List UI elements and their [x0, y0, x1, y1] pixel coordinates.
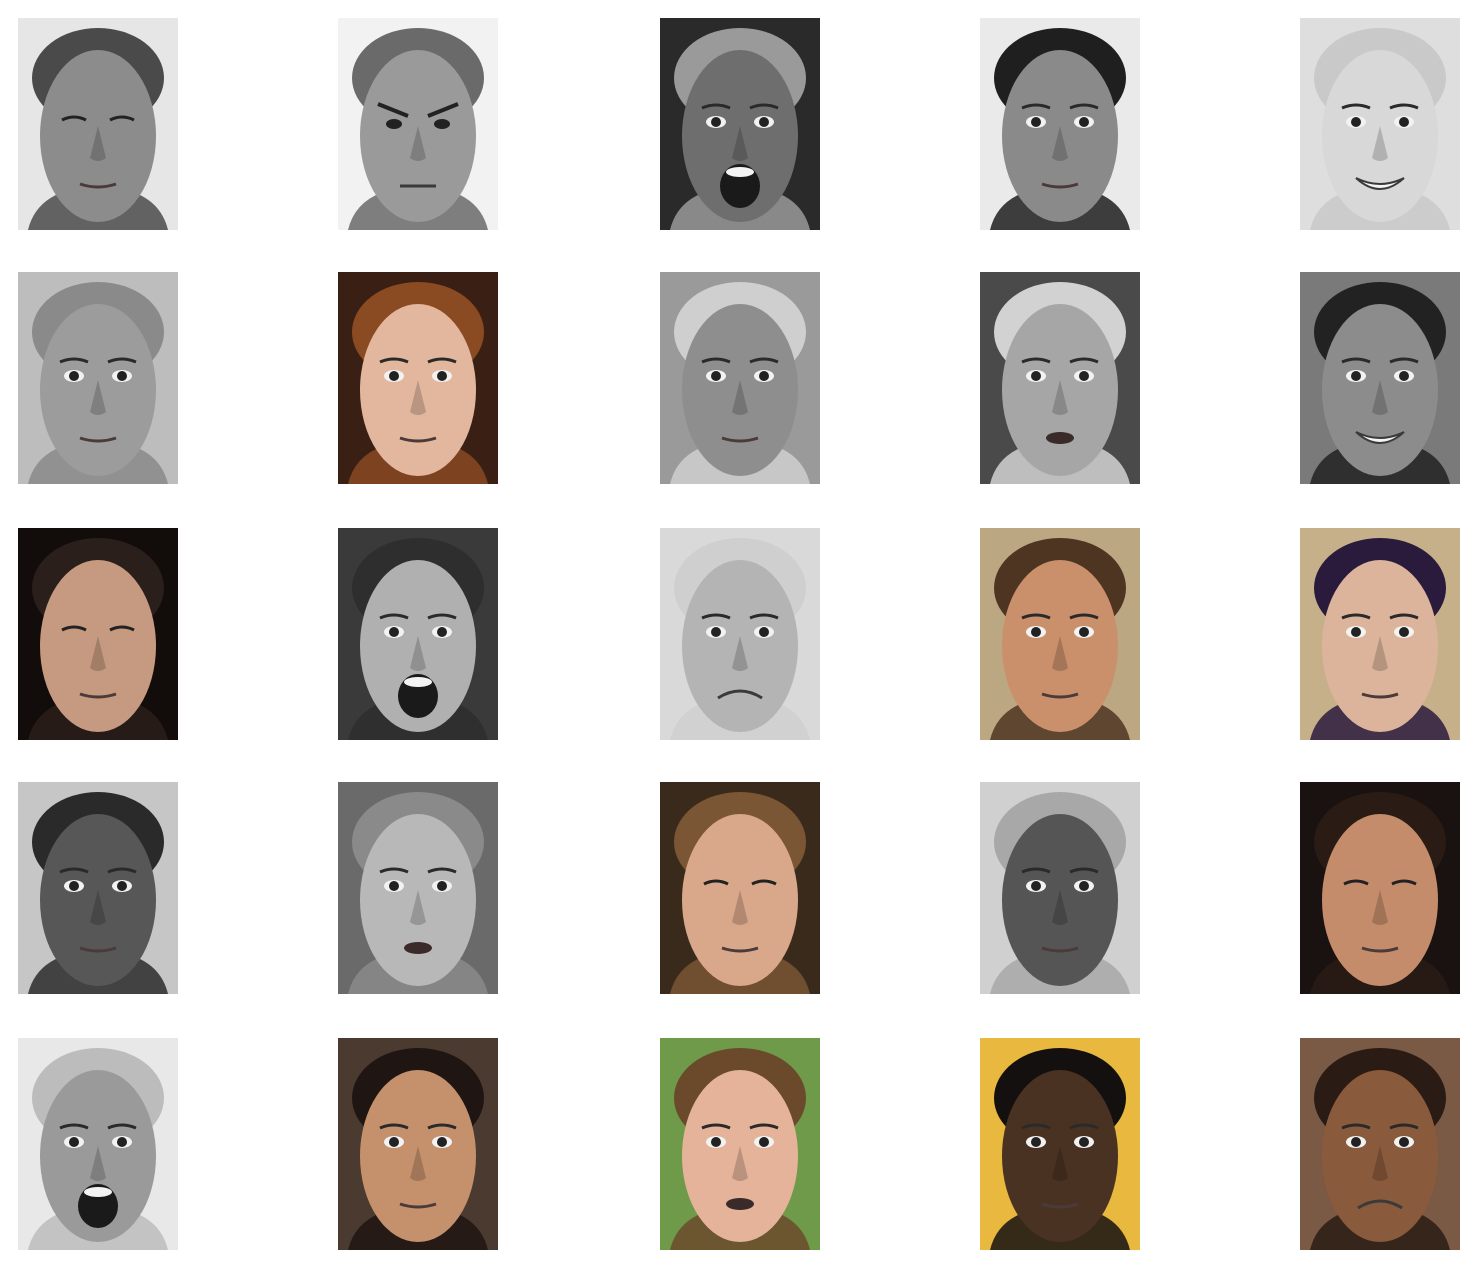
- face-photo: [660, 18, 820, 230]
- face-image-9: [980, 272, 1140, 484]
- face-image-8: [660, 272, 820, 484]
- face-photo: [1300, 18, 1460, 230]
- face-image-6: [18, 272, 178, 484]
- face-photo: [1300, 528, 1460, 740]
- face-image-15: [1300, 528, 1460, 740]
- face-photo: [338, 272, 498, 484]
- face-photo: [980, 272, 1140, 484]
- face-photo: [18, 782, 178, 994]
- face-photo: [1300, 1038, 1460, 1250]
- face-image-20: [1300, 782, 1460, 994]
- face-photo: [660, 1038, 820, 1250]
- face-photo: [1300, 782, 1460, 994]
- face-image-2: [338, 18, 498, 230]
- face-image-23: [660, 1038, 820, 1250]
- face-photo: [660, 782, 820, 994]
- face-image-4: [980, 18, 1140, 230]
- face-photo: [338, 528, 498, 740]
- face-image-21: [18, 1038, 178, 1250]
- face-photo: [338, 782, 498, 994]
- face-image-7: [338, 272, 498, 484]
- face-photo: [18, 1038, 178, 1250]
- face-image-5: [1300, 18, 1460, 230]
- face-image-18: [660, 782, 820, 994]
- face-photo: [980, 18, 1140, 230]
- face-image-22: [338, 1038, 498, 1250]
- face-photo: [660, 528, 820, 740]
- face-image-10: [1300, 272, 1460, 484]
- face-photo: [18, 528, 178, 740]
- face-photo: [660, 272, 820, 484]
- face-image-11: [18, 528, 178, 740]
- face-image-16: [18, 782, 178, 994]
- face-photo: [338, 18, 498, 230]
- face-image-14: [980, 528, 1140, 740]
- face-image-12: [338, 528, 498, 740]
- face-photo: [980, 782, 1140, 994]
- face-photo: [1300, 272, 1460, 484]
- face-image-1: [18, 18, 178, 230]
- face-photo: [18, 18, 178, 230]
- face-photo: [980, 1038, 1140, 1250]
- face-image-3: [660, 18, 820, 230]
- face-image-24: [980, 1038, 1140, 1250]
- face-photo: [18, 272, 178, 484]
- face-image-17: [338, 782, 498, 994]
- face-image-25: [1300, 1038, 1460, 1250]
- face-photo: [338, 1038, 498, 1250]
- face-image-13: [660, 528, 820, 740]
- face-photo: [980, 528, 1140, 740]
- face-image-19: [980, 782, 1140, 994]
